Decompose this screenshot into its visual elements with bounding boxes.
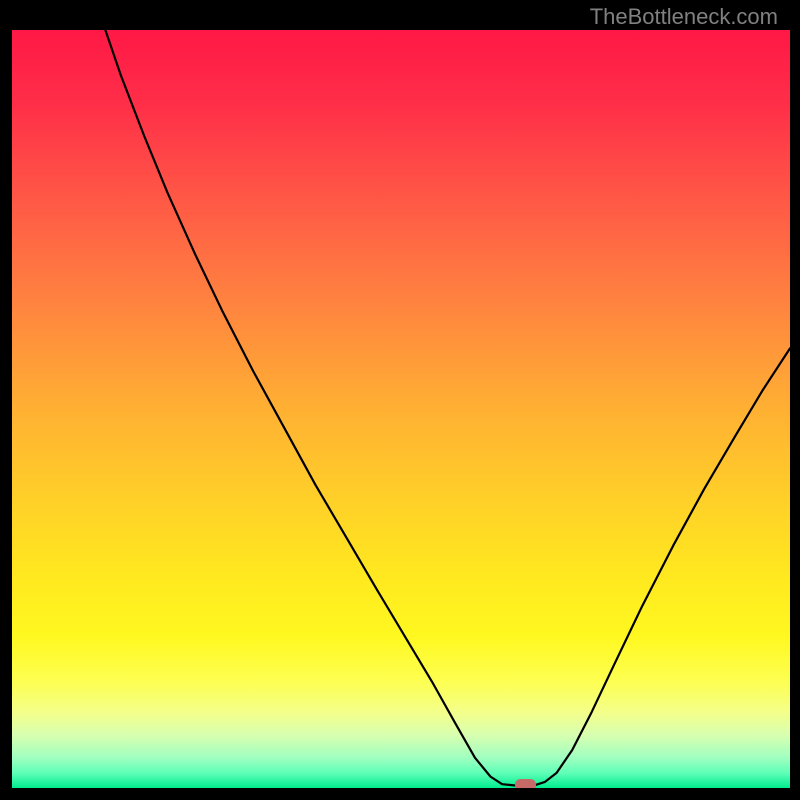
watermark-text: TheBottleneck.com: [590, 4, 778, 30]
chart-plot-area: [12, 30, 790, 788]
optimal-marker: [515, 779, 535, 788]
bottleneck-curve: [12, 30, 790, 788]
